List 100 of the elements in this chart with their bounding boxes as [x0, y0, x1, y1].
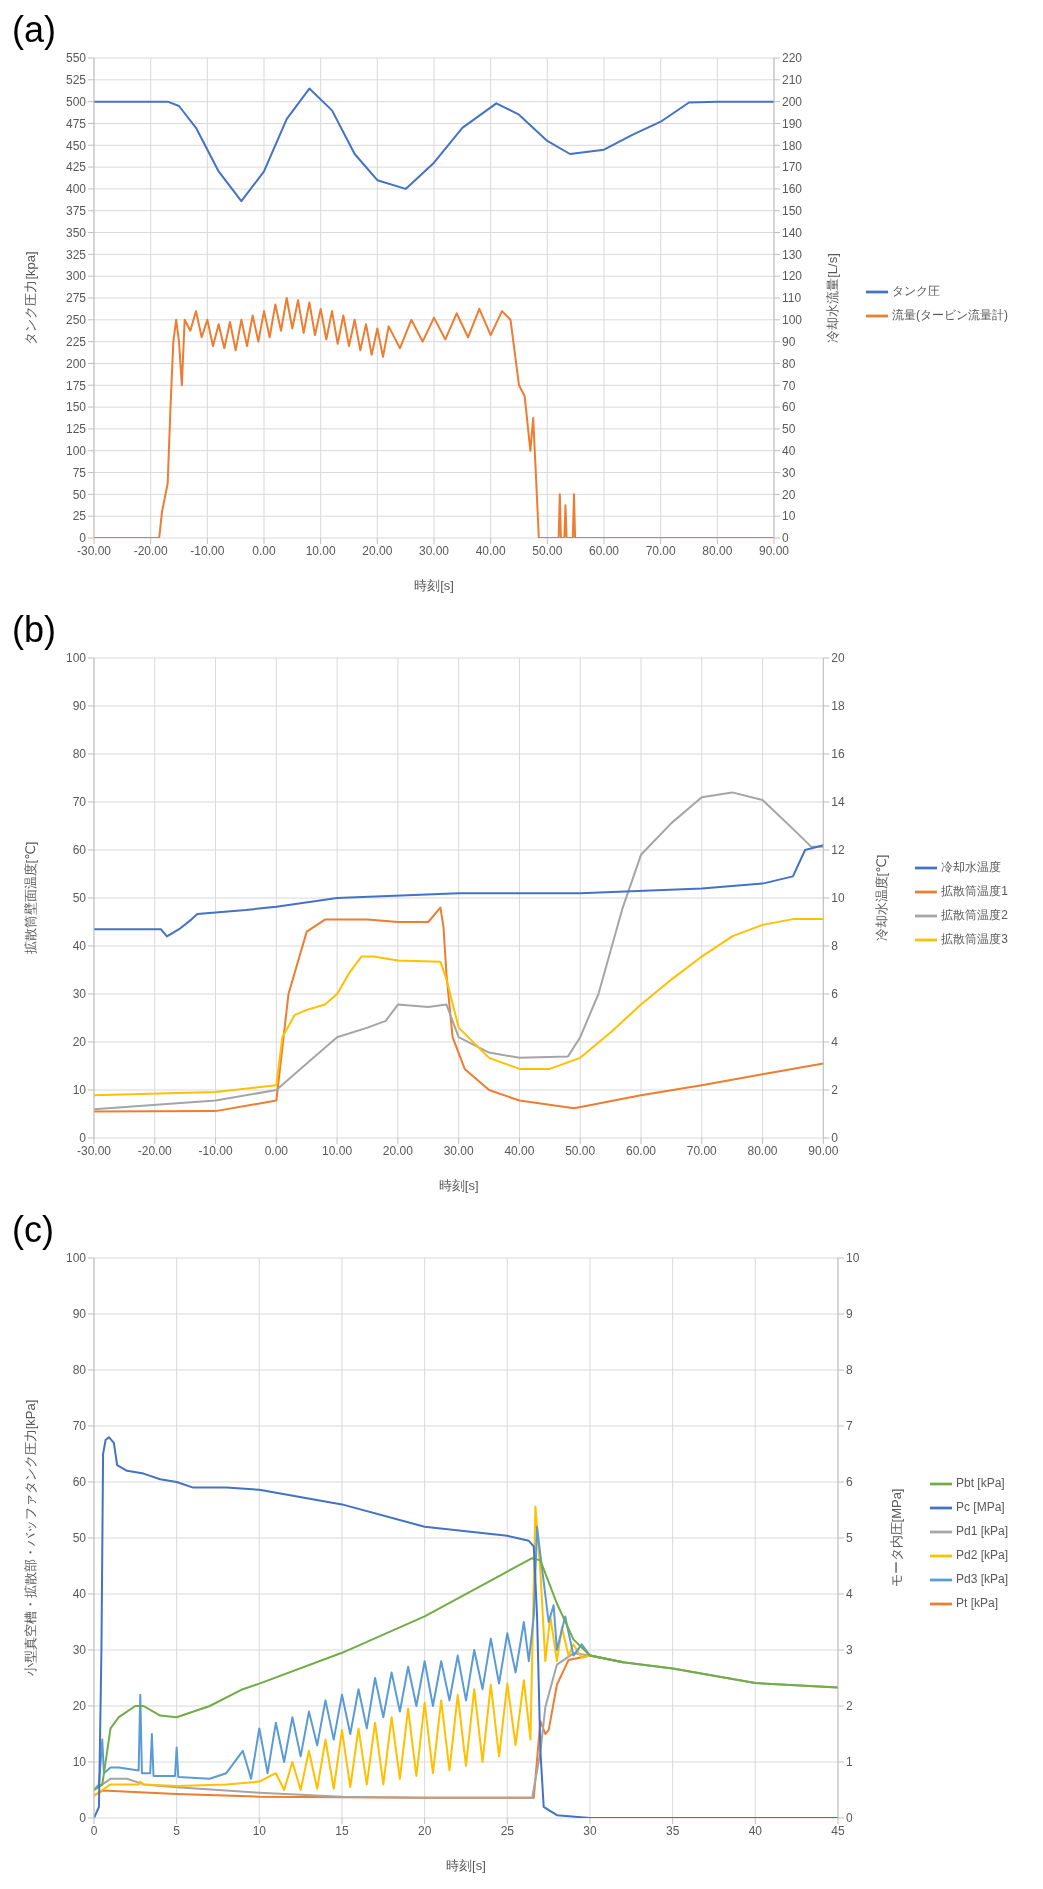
y-tick-label: 0: [79, 1131, 87, 1146]
y-tick-label: 500: [65, 94, 87, 109]
x-tick-label: 45: [831, 1823, 845, 1838]
y-tick-label: 225: [65, 334, 87, 349]
y-tick-label: 90: [72, 699, 87, 714]
x-tick-label: 90.00: [808, 1143, 839, 1158]
y-tick-label: 100: [65, 443, 87, 458]
y2-tick-label: 120: [782, 269, 803, 284]
y2-tick-label: 70: [782, 378, 796, 393]
y2-tick-label: 0: [845, 1811, 853, 1826]
y2-tick-label: 20: [831, 651, 845, 666]
y2-tick-label: 16: [831, 747, 845, 762]
y-tick-label: 75: [72, 465, 87, 480]
y2-tick-label: 150: [782, 203, 803, 218]
y2-tick-label: 12: [831, 843, 845, 858]
chart-title: (b): [12, 608, 56, 652]
y-tick-label: 70: [72, 1419, 87, 1434]
x-tick-label: 0.00: [252, 543, 276, 558]
y-tick-label: 80: [72, 1363, 87, 1378]
x-tick-label: 20.00: [382, 1143, 414, 1158]
y2-tick-label: 18: [831, 699, 845, 714]
y2-tick-label: 190: [782, 116, 803, 131]
y-tick-label: 375: [65, 203, 87, 218]
x-tick-label: 30.00: [443, 1143, 474, 1158]
y2-tick-label: 80: [782, 356, 796, 371]
y-tick-label: 80: [72, 747, 87, 762]
x-tick-label: 10.00: [305, 543, 337, 558]
legend-label: Pd2 [kPa]: [955, 1548, 1008, 1562]
legend-label: Pt [kPa]: [955, 1596, 998, 1610]
y2-tick-label: 110: [782, 291, 802, 306]
y-tick-label: 30: [72, 987, 87, 1002]
legend-label: Pc [MPa]: [955, 1500, 1005, 1514]
y-tick-label: 40: [72, 1587, 87, 1602]
x-tick-label: 90.00: [758, 543, 790, 558]
y-tick-label: 50: [72, 487, 87, 502]
y-tick-label: 10: [72, 1755, 87, 1770]
y-axis-title: 拡散筒壁面温度[℃]: [22, 841, 38, 955]
y-tick-label: 50: [72, 1531, 87, 1546]
y-tick-label: 100: [65, 1251, 87, 1266]
y2-tick-label: 60: [782, 400, 796, 415]
x-axis-title: 時刻[s]: [446, 1858, 486, 1873]
x-axis-title: 時刻[s]: [438, 1178, 479, 1193]
y2-tick-label: 30: [782, 465, 796, 480]
y-tick-label: 125: [65, 422, 87, 437]
y2-tick-label: 100: [782, 313, 803, 328]
y2-tick-label: 220: [782, 51, 803, 66]
y2-tick-label: 170: [782, 160, 803, 175]
y-tick-label: 0: [79, 1811, 87, 1826]
y-tick-label: 475: [65, 116, 87, 131]
y2-tick-label: 40: [782, 443, 796, 458]
y-tick-label: 425: [65, 160, 87, 175]
legend-label: 拡散筒温度3: [941, 932, 1008, 946]
y2-tick-label: 20: [782, 487, 796, 502]
y-axis-title: 小型真空槽・拡散部・バッファタンク圧力[kPa]: [22, 1399, 38, 1677]
y2-tick-label: 1: [845, 1755, 853, 1770]
y-tick-label: 275: [65, 291, 87, 306]
y-tick-label: 150: [65, 400, 87, 415]
x-tick-label: 20: [417, 1823, 432, 1838]
x-tick-label: 20.00: [362, 543, 393, 558]
x-tick-label: 60.00: [588, 543, 620, 558]
y2-tick-label: 50: [782, 422, 796, 437]
y-tick-label: 50: [72, 891, 87, 906]
legend-label: タンク圧: [892, 284, 940, 298]
x-tick-label: 80.00: [702, 543, 733, 558]
x-tick-label: 50.00: [532, 543, 563, 558]
y-tick-label: 350: [65, 225, 87, 240]
x-tick-label: 40.00: [475, 543, 507, 558]
x-tick-label: 40.00: [504, 1143, 535, 1158]
y-tick-label: 60: [72, 843, 87, 858]
y2-tick-label: 10: [845, 1251, 860, 1266]
y-tick-label: 40: [72, 939, 87, 954]
line-series: [94, 87, 774, 203]
legend-label: 拡散筒温度2: [941, 908, 1008, 922]
y-tick-label: 10: [72, 1083, 87, 1098]
x-tick-label: 0: [90, 1823, 98, 1838]
legend-label: Pbt [kPa]: [955, 1476, 1005, 1490]
x-tick-label: 70.00: [686, 1143, 718, 1158]
y-tick-label: 250: [65, 313, 87, 328]
x-tick-label: 50.00: [565, 1143, 596, 1158]
line-series: [94, 844, 824, 938]
y-tick-label: 90: [72, 1307, 87, 1322]
x-tick-label: 10: [252, 1823, 267, 1838]
x-tick-label: 10.00: [322, 1143, 353, 1158]
y-tick-label: 525: [65, 73, 87, 88]
y2-tick-label: 10: [782, 509, 796, 524]
x-tick-label: 5: [173, 1823, 181, 1838]
legend-label: 流量(タービン流量計): [892, 308, 1008, 322]
x-tick-label: -30.00: [76, 1143, 112, 1158]
y2-tick-label: 0: [831, 1131, 839, 1146]
y2-tick-label: 10: [831, 891, 845, 906]
y2-axis-title: 冷却水温度[℃]: [873, 854, 889, 942]
legend-label: Pd3 [kPa]: [955, 1572, 1008, 1586]
y-tick-label: 550: [65, 51, 87, 66]
x-tick-label: -10.00: [190, 543, 225, 558]
legend-label: 冷却水温度: [941, 860, 1002, 874]
y2-tick-label: 200: [782, 94, 803, 109]
legend-label: Pd1 [kPa]: [955, 1524, 1008, 1538]
y-tick-label: 450: [65, 138, 87, 153]
x-tick-label: 35: [665, 1823, 680, 1838]
y2-tick-label: 9: [845, 1307, 853, 1322]
